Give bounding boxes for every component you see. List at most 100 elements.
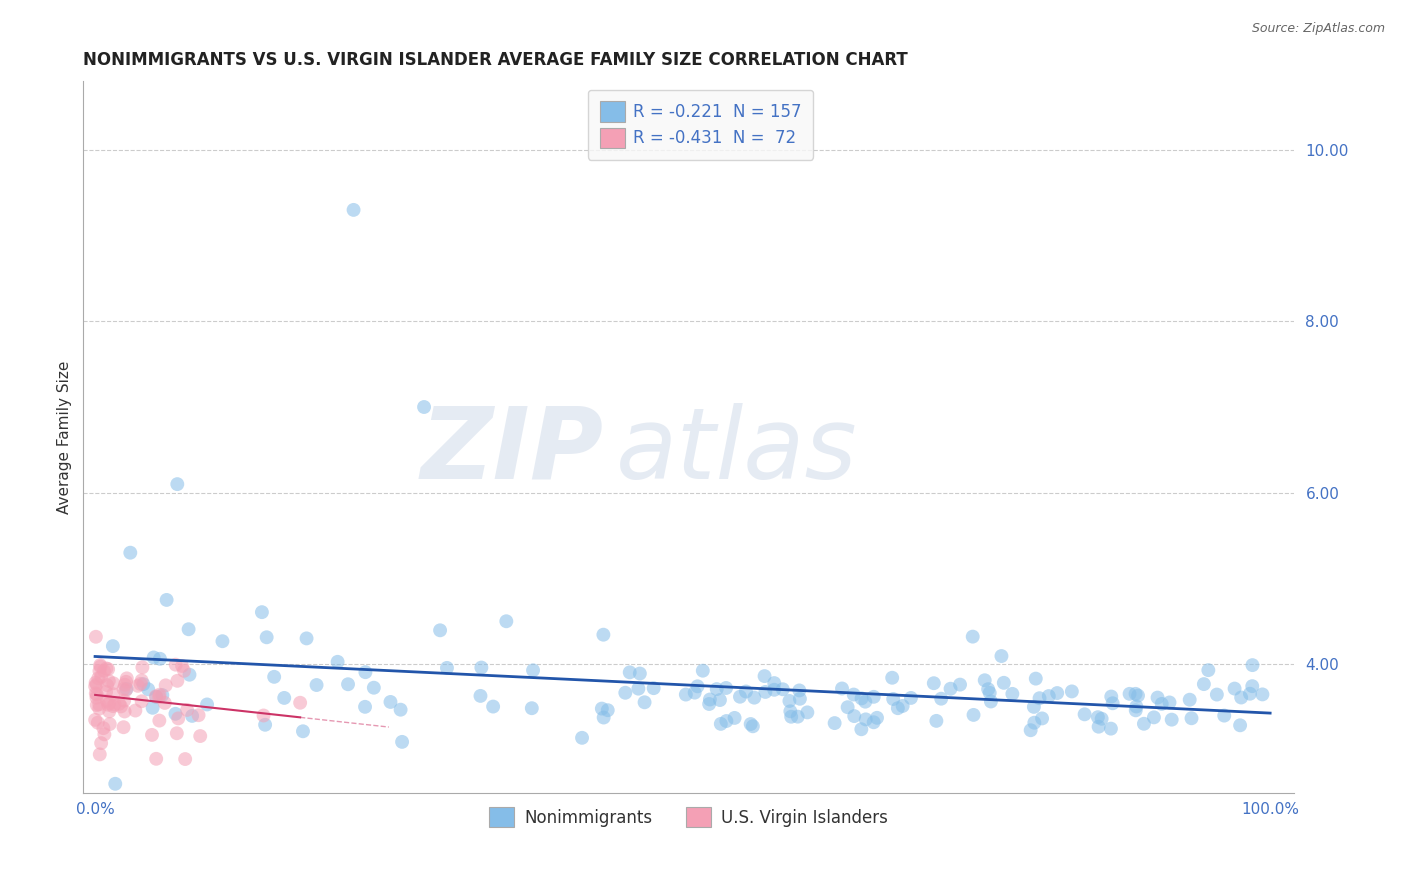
Point (89, 702, 111, 716)
Point (86, 677, 108, 691)
Point (780, 710, 803, 724)
Point (256, 630, 278, 644)
Point (89, 659, 111, 673)
Point (1159, 695, 1181, 709)
Point (1125, 703, 1147, 717)
Point (697, 697, 720, 711)
Point (939, 681, 962, 696)
Point (522, 663, 544, 677)
Point (87, 715, 110, 730)
Point (389, 703, 412, 717)
Point (735, 684, 758, 698)
Point (131, 694, 153, 708)
Point (1230, 690, 1253, 705)
Text: atlas: atlas (616, 402, 858, 500)
Point (86, 688, 108, 702)
Point (89, 658, 111, 673)
Point (181, 709, 204, 723)
Point (789, 683, 811, 698)
Point (1125, 699, 1147, 714)
Point (1205, 688, 1227, 702)
Point (1019, 723, 1042, 738)
Point (683, 685, 706, 699)
Point (862, 690, 884, 704)
Point (165, 706, 187, 721)
Point (714, 681, 737, 695)
Point (174, 752, 197, 766)
Point (1001, 687, 1024, 701)
Point (980, 694, 1002, 708)
Point (354, 699, 377, 714)
Text: NONIMMIGRANTS VS U.S. VIRGIN ISLANDER AVERAGE FAMILY SIZE CORRELATION CHART: NONIMMIGRANTS VS U.S. VIRGIN ISLANDER AV… (83, 51, 908, 69)
Point (97, 673, 120, 688)
Point (633, 695, 655, 709)
Point (156, 593, 179, 607)
Point (177, 622, 200, 636)
Point (391, 735, 413, 749)
Point (120, 546, 142, 560)
Point (188, 729, 211, 743)
Point (1087, 720, 1109, 734)
Point (89, 698, 111, 712)
Point (104, 698, 127, 712)
Point (132, 677, 155, 691)
Point (141, 728, 163, 742)
Point (112, 693, 135, 707)
Point (90, 736, 112, 750)
Point (979, 686, 1001, 700)
Point (1160, 713, 1182, 727)
Point (84, 679, 107, 693)
Point (108, 697, 131, 711)
Point (925, 714, 948, 728)
Point (103, 676, 125, 690)
Point (1251, 687, 1274, 701)
Point (754, 669, 776, 683)
Point (1022, 699, 1045, 714)
Point (853, 695, 876, 709)
Point (250, 605, 273, 619)
Point (84, 713, 107, 727)
Point (87, 671, 110, 685)
Point (124, 704, 146, 718)
Point (778, 694, 800, 708)
Point (166, 726, 188, 740)
Point (110, 699, 132, 714)
Point (482, 699, 505, 714)
Point (150, 688, 173, 702)
Point (94, 685, 117, 699)
Point (97, 662, 120, 676)
Point (837, 700, 859, 714)
Point (115, 674, 138, 689)
Point (1143, 710, 1166, 724)
Point (716, 714, 738, 728)
Point (131, 660, 153, 674)
Point (148, 714, 170, 728)
Point (413, 400, 436, 414)
Point (699, 692, 721, 706)
Point (142, 700, 165, 714)
Point (741, 719, 763, 733)
Point (1125, 687, 1147, 701)
Point (172, 659, 194, 673)
Point (796, 706, 818, 720)
Point (779, 704, 801, 718)
Point (1025, 672, 1047, 686)
Point (112, 682, 135, 697)
Point (145, 690, 167, 704)
Point (643, 681, 665, 695)
Point (855, 712, 877, 726)
Point (723, 711, 745, 725)
Point (104, 777, 127, 791)
Point (993, 675, 1015, 690)
Point (195, 698, 218, 712)
Point (166, 477, 188, 491)
Point (89, 747, 111, 762)
Point (1073, 707, 1095, 722)
Point (263, 670, 285, 684)
Point (786, 709, 808, 723)
Point (1213, 708, 1236, 723)
Point (436, 661, 458, 675)
Point (1101, 696, 1123, 710)
Point (98, 705, 121, 719)
Point (145, 690, 167, 704)
